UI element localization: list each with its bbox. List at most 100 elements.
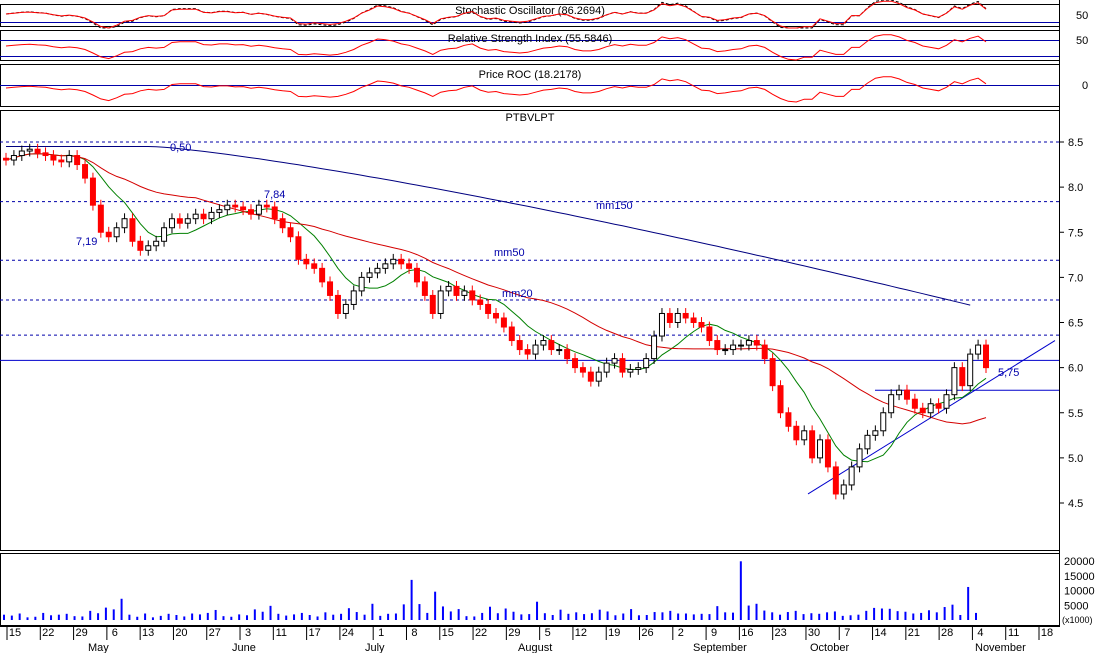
candle-body xyxy=(82,164,89,179)
candle-body xyxy=(959,367,966,387)
candle-body xyxy=(437,290,444,314)
candle-body xyxy=(903,389,910,400)
month-label: September xyxy=(693,642,747,653)
candle-body xyxy=(753,340,760,346)
candle-body xyxy=(390,258,397,265)
candle-body xyxy=(927,403,934,414)
moving-averages xyxy=(5,146,987,463)
candle-body xyxy=(556,349,563,352)
volume-axis: 20000 15000 10000 5000 xyxy=(1064,556,1095,612)
candle-body xyxy=(18,150,25,157)
date-axis: 15 22 29 6 13 20 27 3 11 17 24 1 8 15 22 29 5 12 19 26 2 9 16 2… xyxy=(6,626,1053,654)
candle-body xyxy=(516,340,523,351)
candle-body xyxy=(248,209,254,215)
candle-body xyxy=(413,267,420,283)
candle-body xyxy=(919,407,926,414)
day-label: 22 xyxy=(42,627,54,639)
candle-body xyxy=(3,157,9,161)
candle-body xyxy=(319,267,326,283)
candle-body xyxy=(271,206,278,220)
candle-body xyxy=(888,394,895,414)
candle-body xyxy=(161,227,168,242)
candle-body xyxy=(840,484,847,495)
chart-annotation: 7,19 xyxy=(76,236,97,248)
candle-body xyxy=(572,358,579,369)
candle-body xyxy=(303,258,310,265)
day-label: 8 xyxy=(411,627,417,639)
day-label: 26 xyxy=(641,627,653,639)
candle-body xyxy=(287,227,294,238)
day-label: 11 xyxy=(1008,627,1019,639)
candle-body xyxy=(777,385,784,414)
candle-body xyxy=(137,240,144,251)
month-label: October xyxy=(810,642,849,653)
candle-body xyxy=(461,290,468,296)
candle-body xyxy=(540,340,547,346)
chart-annotation: mm20 xyxy=(502,288,533,300)
candle-body xyxy=(216,209,223,213)
candle-body xyxy=(74,155,81,166)
price-axis: 8.5 8.0 7.5 7.0 6.5 6.0 5.5 5.0 4.5 xyxy=(1059,137,1083,510)
candle-body xyxy=(745,340,752,346)
candle-body xyxy=(896,389,903,396)
chart-annotation: mm150 xyxy=(596,200,633,212)
ma150-line xyxy=(6,146,971,306)
candle-body xyxy=(967,353,974,387)
candle-body xyxy=(809,430,816,459)
day-label: 5 xyxy=(545,627,551,639)
candle-body xyxy=(153,240,160,247)
volume-unit: (x1000) xyxy=(1062,615,1093,625)
rsi-label: Relative Strength Index (55.5846) xyxy=(448,33,613,45)
candle-body xyxy=(643,358,650,369)
candle-body xyxy=(603,362,610,373)
rsi-tick: 50 xyxy=(1076,35,1088,47)
candle-body xyxy=(97,204,104,233)
candle-body xyxy=(255,204,262,215)
day-label: 29 xyxy=(75,627,87,639)
candle-body xyxy=(382,263,389,269)
day-label: 13 xyxy=(142,627,154,639)
candle-body xyxy=(951,367,958,396)
candle-body xyxy=(508,326,515,342)
candle-body xyxy=(50,155,57,161)
candle-body xyxy=(872,430,879,436)
candle-body xyxy=(334,294,341,314)
day-label: 29 xyxy=(508,627,520,639)
annotations: 0,50 7,84 7,19 5,75 mm150 mm50 mm20 xyxy=(76,142,1019,379)
candle-body xyxy=(627,368,634,373)
ma50-line xyxy=(5,153,987,425)
candle-body xyxy=(793,425,800,441)
candle-body xyxy=(263,204,270,208)
price-tick-label: 8.0 xyxy=(1068,182,1083,194)
day-label: 16 xyxy=(741,627,753,639)
candle-body xyxy=(587,371,594,382)
price-tick-label: 5.5 xyxy=(1068,408,1083,420)
candle-body xyxy=(240,206,247,211)
day-label: 21 xyxy=(908,627,920,639)
candle-body xyxy=(311,263,318,269)
candle-body xyxy=(145,245,152,251)
price-tick-label: 7.5 xyxy=(1068,227,1083,239)
candle-body xyxy=(58,159,65,163)
candle-body xyxy=(358,276,365,292)
candle-body xyxy=(279,218,286,229)
candle-body xyxy=(975,344,982,355)
candle-body xyxy=(832,466,839,495)
day-label: 20 xyxy=(175,627,187,639)
candle-body xyxy=(943,394,950,409)
roc-line xyxy=(5,76,987,103)
month-label: November xyxy=(975,642,1026,653)
day-label: 18 xyxy=(1041,627,1053,639)
roc-label: Price ROC (18.2178) xyxy=(479,69,582,81)
day-label: 15 xyxy=(9,627,21,639)
day-label: 4 xyxy=(977,627,983,639)
month-label: August xyxy=(518,642,552,653)
candle-body xyxy=(848,466,855,486)
candle-body xyxy=(421,281,428,296)
candle-body xyxy=(730,344,737,351)
candle-body xyxy=(579,367,586,373)
volume-tick-label: 5000 xyxy=(1064,600,1088,612)
candle-body xyxy=(374,267,381,274)
price-frame xyxy=(0,110,1060,551)
